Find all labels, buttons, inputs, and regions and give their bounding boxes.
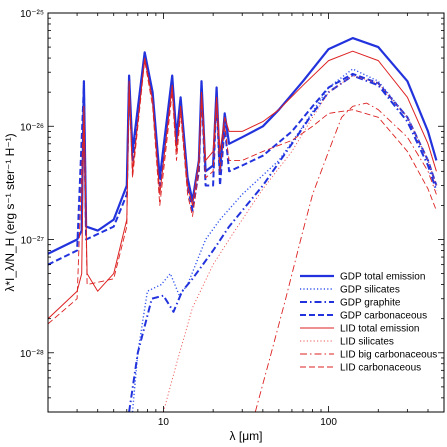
legend-label-2: GDP silicates	[340, 285, 400, 296]
y-tick-label: 10⁻²⁷	[21, 236, 45, 247]
y-tick-label: 10⁻²⁸	[20, 349, 44, 360]
series-line-8	[48, 60, 437, 325]
x-axis-label: λ [μm]	[230, 429, 263, 443]
legend-label-8: LID carbonaceous	[340, 363, 421, 374]
legend-label-6: LID silicates	[340, 337, 394, 348]
legend-label-5: LID total emission	[340, 324, 419, 335]
y-tick-label: 10⁻²⁵	[20, 9, 44, 20]
legend-label-1: GDP total emission	[340, 272, 425, 283]
y-axis-label: λ*I_λ/N_H (erg s⁻¹ ster⁻¹ H⁻¹)	[3, 133, 17, 291]
series-line-4	[48, 54, 438, 266]
legend-label-3: GDP graphite	[340, 298, 401, 309]
legend: GDP total emission GDP silicates GDP graph…	[300, 272, 437, 374]
x-tick-label: 100	[320, 417, 337, 428]
axes-frame	[47, 12, 445, 413]
series-line-5	[48, 50, 437, 320]
x-tick-label: 10	[158, 417, 170, 428]
series-line-6	[162, 75, 437, 412]
series-line-1	[48, 37, 438, 255]
legend-label-4: GDP carbonaceous	[340, 311, 427, 322]
plot-area	[48, 37, 438, 412]
axis-ticks: 10 100 10⁻²⁸ 10⁻²⁷ 10⁻²⁶ 10⁻²⁵	[20, 9, 445, 428]
series-line-7	[254, 102, 437, 412]
series-line-2	[131, 68, 438, 412]
legend-label-7: LID big carbonaceous	[340, 350, 437, 361]
y-tick-label: 10⁻²⁶	[20, 122, 44, 133]
